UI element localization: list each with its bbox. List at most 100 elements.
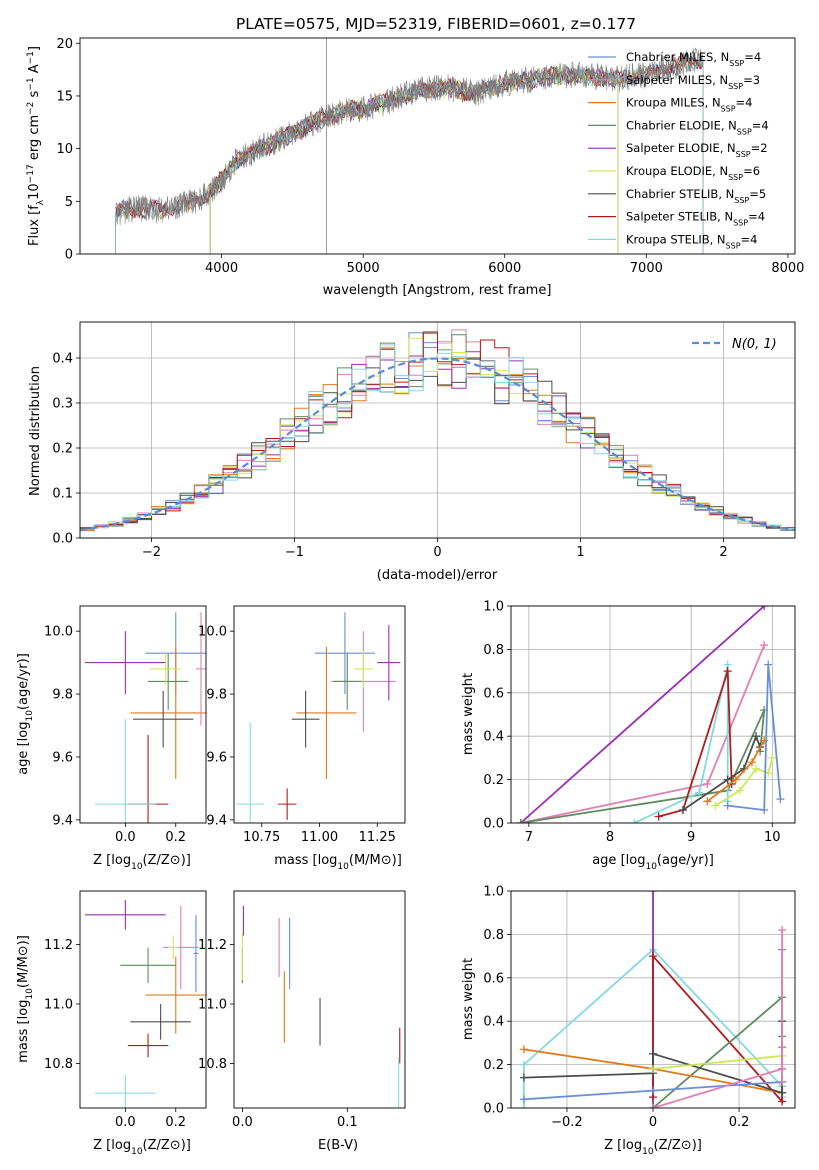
y-tick-label: 0.1	[52, 487, 73, 502]
residual-histogram	[80, 332, 795, 538]
age-vs-mass-axes-plot-area	[236, 612, 401, 823]
x-tick-label: 0.2	[165, 830, 186, 845]
mass-weight-marker	[747, 758, 756, 767]
y-axis-label: age [log10(age/yr)]	[16, 653, 35, 775]
x-axis-label: wavelength [Angstrom, rest frame]	[323, 283, 552, 298]
y-tick-label: 11.2	[198, 938, 227, 953]
mass-weight-marker	[519, 1095, 528, 1104]
y-tick-label: 10.0	[198, 625, 227, 640]
mass-weight-marker	[519, 1060, 528, 1069]
x-axis-label: E(B-V)	[318, 1138, 358, 1153]
x-tick-label: 0.2	[165, 1115, 186, 1130]
y-tick-label: 11.2	[44, 938, 73, 953]
mass-weight-marker	[679, 805, 688, 814]
y-tick-label: 0.8	[483, 643, 504, 658]
mass-weight-marker	[731, 775, 740, 784]
age-vs-Z-axes: 0.0 0.2 9.4 9.6 9.8 10.0 Z [log10(Z/Z⊙)] age [l…	[16, 605, 207, 872]
gaussian-curve	[80, 357, 795, 532]
mass-weight-line	[520, 709, 766, 823]
mass-vs-EBV-axes-plot-area	[241, 905, 401, 1108]
spectrum-axes: 4000 5000 6000 7000 8000 0 5 10 15 20 Chabrier MIL…	[26, 37, 804, 298]
y-tick-label: 0.8	[483, 928, 504, 943]
y-tick-label: 0.2	[483, 773, 504, 788]
mass-weight-marker	[776, 795, 785, 804]
mass-vs-Z-axes: 0.0 0.2 10.8 11.0 11.2 Z [log10(Z/Z⊙)] mass [l…	[16, 890, 207, 1157]
mass-weight-marker	[778, 1088, 787, 1097]
y-tick-label: 10.0	[44, 625, 73, 640]
mass-weight-marker	[630, 819, 639, 823]
y-tick-label: 0.4	[483, 730, 504, 745]
mass-weight-marker	[723, 667, 732, 676]
y-tick-label: 0.0	[483, 1102, 504, 1117]
x-tick-label: −0.2	[551, 1115, 583, 1130]
mass-weight-line	[658, 670, 733, 818]
y-tick-label: 11.0	[198, 997, 227, 1012]
mass-weight-line	[520, 606, 765, 823]
y-tick-label: 1.0	[483, 600, 504, 615]
y-axis-label: mass [log10(M/M⊙)]	[16, 935, 35, 1063]
mass-weight-line	[633, 664, 729, 823]
x-tick-label: 6000	[488, 261, 521, 276]
residual-histogram	[80, 344, 795, 538]
x-tick-label: 0.0	[115, 1115, 136, 1130]
mass-weight-marker	[649, 1064, 657, 1073]
spectrum-axes-plot-area	[114, 38, 704, 254]
legend-entry: N(0, 1)	[732, 337, 777, 352]
axes-frame	[233, 890, 406, 1109]
mass-weight-marker	[723, 775, 732, 784]
y-tick-label: 11.0	[44, 997, 73, 1012]
mass-vs-EBV-axes: 0.0 0.1 10.8 11.0 11.2 E(B-V)	[198, 890, 406, 1153]
y-tick-label: 9.6	[206, 750, 227, 765]
y-tick-label: 0.4	[52, 352, 73, 367]
mass-weight-marker	[768, 753, 777, 762]
x-tick-label: 0	[649, 1115, 657, 1130]
axes-frame	[79, 890, 207, 1109]
x-tick-label: 8000	[771, 261, 804, 276]
legend-entry: Chabrier ELODIE, NSSP=4	[626, 118, 769, 136]
x-tick-label: 11.00	[301, 830, 338, 845]
mass-weight-marker	[519, 1073, 528, 1082]
axes-frame	[233, 605, 406, 824]
legend-entry: Kroupa MILES, NSSP=4	[626, 96, 752, 114]
y-axis-label: mass weight	[461, 958, 476, 1040]
mass-weight-marker	[519, 1045, 528, 1054]
y-axis-label: Normed distribution	[28, 366, 43, 496]
y-tick-label: 9.4	[206, 813, 227, 828]
legend-entry: Salpeter ELODIE, NSSP=2	[626, 141, 768, 159]
y-tick-label: 9.8	[52, 688, 73, 703]
axes-frame	[79, 37, 796, 255]
x-tick-label: 5000	[347, 261, 380, 276]
y-tick-label: 0.6	[483, 686, 504, 701]
x-tick-label: 0.0	[115, 830, 136, 845]
axes-frame	[79, 321, 796, 539]
y-tick-label: 15	[56, 89, 73, 104]
mass-weight-marker	[764, 660, 773, 669]
mass-weight-marker	[778, 1097, 787, 1106]
y-tick-label: 9.6	[52, 750, 73, 765]
mass-weight-marker	[760, 641, 769, 650]
massweight-vs-Z-axes: −0.2 0 0.2 0.0 0.2 0.4 0.6 0.8 1.0 Z [log10(Z/Z⊙)…	[461, 885, 796, 1157]
x-axis-label: (data-model)/error	[377, 568, 498, 583]
x-tick-label: −2	[142, 545, 161, 560]
y-tick-label: 0.0	[483, 817, 504, 832]
x-tick-label: 2	[719, 545, 727, 560]
massweight-vs-Z-axes-plot-area	[519, 891, 787, 1108]
mass-weight-marker	[760, 606, 769, 610]
y-tick-label: 10.8	[44, 1057, 73, 1072]
legend-entry: Salpeter MILES, NSSP=3	[626, 73, 760, 91]
y-axis-label: mass weight	[461, 673, 476, 755]
mass-weight-marker	[649, 952, 657, 961]
mass-weight-marker	[778, 1064, 787, 1073]
residuals-axes: −2 −1 0 1 2 0.0 0.1 0.2 0.3 0.4 N(0, 1) (data-model…	[28, 321, 796, 583]
y-tick-label: 9.8	[206, 688, 227, 703]
y-tick-label: 0.2	[483, 1058, 504, 1073]
x-axis-label: Z [log10(Z/Z⊙)]	[93, 1138, 191, 1157]
mass-weight-marker	[752, 764, 761, 773]
x-tick-label: 11.25	[359, 830, 396, 845]
legend-entry: Salpeter STELIB, NSSP=4	[626, 210, 765, 228]
mass-weight-marker	[760, 805, 769, 814]
age-vs-Z-axes-plot-area	[85, 612, 206, 823]
x-tick-label: 7	[525, 830, 533, 845]
